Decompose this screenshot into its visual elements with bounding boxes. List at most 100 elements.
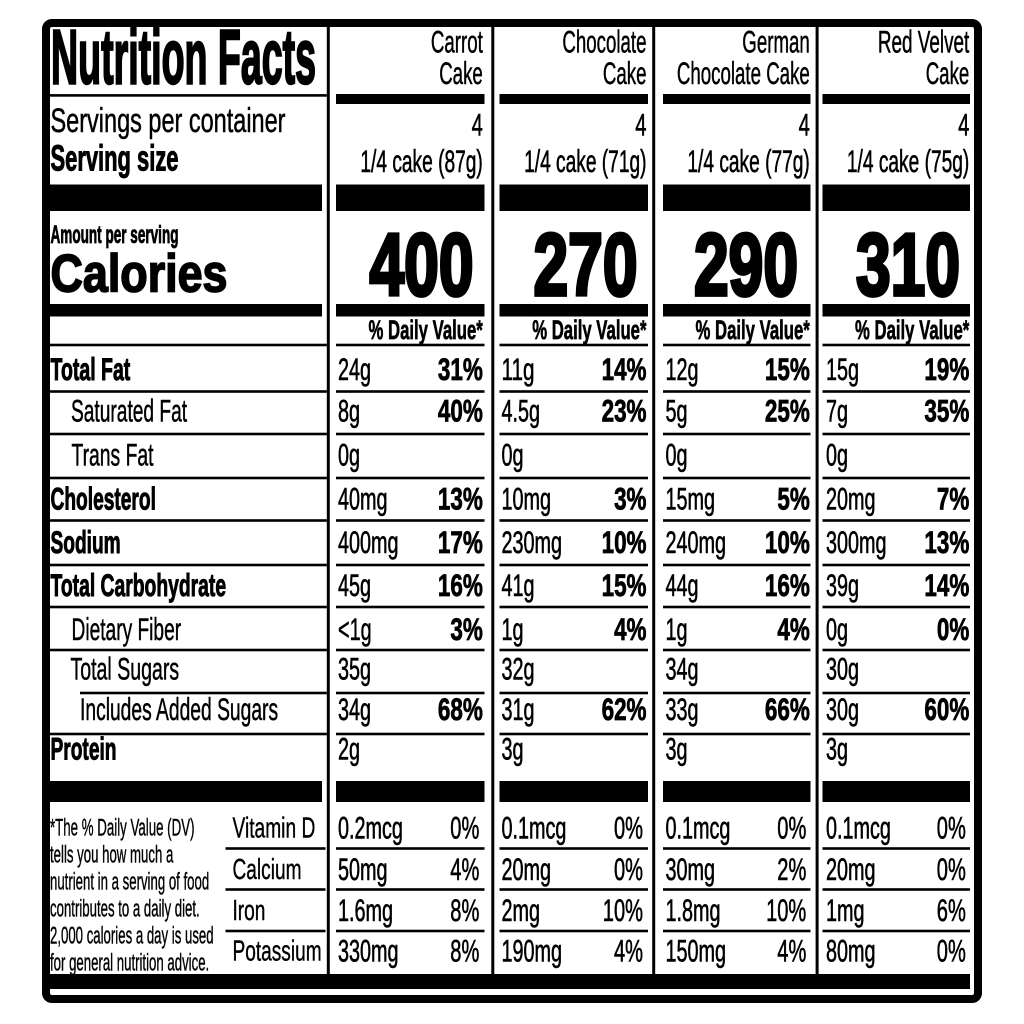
svg-text:16%: 16% (438, 568, 483, 603)
svg-text:80mg: 80mg (826, 934, 876, 969)
svg-text:3g: 3g (826, 732, 848, 767)
svg-text:Chocolate Cake: Chocolate Cake (677, 56, 810, 91)
svg-text:39g: 39g (826, 568, 859, 603)
svg-text:Amount per serving: Amount per serving (51, 221, 179, 249)
svg-text:Servings per container: Servings per container (51, 102, 286, 140)
svg-text:31g: 31g (502, 692, 535, 727)
svg-text:14%: 14% (924, 568, 969, 603)
svg-text:0g: 0g (826, 612, 848, 647)
svg-text:40%: 40% (438, 394, 483, 429)
svg-text:41g: 41g (502, 568, 535, 603)
svg-text:for general nutrition advice.: for general nutrition advice. (50, 950, 209, 977)
svg-text:Dietary Fiber: Dietary Fiber (72, 612, 182, 647)
svg-text:1.6mg: 1.6mg (338, 893, 393, 928)
svg-text:34g: 34g (666, 652, 699, 687)
svg-text:Saturated Fat: Saturated Fat (71, 394, 187, 429)
svg-text:62%: 62% (602, 692, 647, 727)
svg-text:1.8mg: 1.8mg (666, 893, 721, 928)
svg-text:20mg: 20mg (826, 482, 876, 517)
svg-text:% Daily Value*: % Daily Value* (532, 315, 647, 345)
svg-text:7g: 7g (826, 394, 848, 429)
svg-text:Total Carbohydrate: Total Carbohydrate (51, 568, 227, 603)
svg-text:0%: 0% (450, 811, 479, 846)
svg-text:31%: 31% (438, 352, 483, 387)
svg-text:33g: 33g (666, 692, 699, 727)
svg-text:20mg: 20mg (826, 852, 876, 887)
svg-text:3g: 3g (666, 732, 688, 767)
svg-text:3g: 3g (502, 732, 524, 767)
svg-text:0%: 0% (937, 811, 966, 846)
svg-text:Total Fat: Total Fat (51, 352, 131, 387)
svg-text:Iron: Iron (233, 895, 266, 927)
svg-text:Sodium: Sodium (51, 525, 121, 560)
svg-text:0g: 0g (338, 438, 360, 473)
svg-text:4%: 4% (777, 612, 809, 647)
svg-text:German: German (742, 25, 810, 60)
svg-text:45g: 45g (338, 568, 371, 603)
svg-text:5%: 5% (777, 482, 809, 517)
svg-text:Protein: Protein (51, 732, 117, 767)
svg-text:Cake: Cake (926, 56, 970, 91)
svg-text:34g: 34g (338, 692, 371, 727)
svg-text:270: 270 (534, 215, 638, 314)
svg-text:0%: 0% (937, 934, 966, 969)
svg-text:15g: 15g (826, 352, 859, 387)
svg-text:2%: 2% (777, 852, 806, 887)
svg-text:40mg: 40mg (338, 482, 388, 517)
svg-text:30g: 30g (826, 692, 859, 727)
svg-text:Total Sugars: Total Sugars (71, 652, 180, 687)
svg-text:Nutrition Facts: Nutrition Facts (51, 15, 316, 101)
svg-text:12g: 12g (666, 352, 699, 387)
svg-text:4.5g: 4.5g (502, 394, 541, 429)
svg-text:2,000 calories a day is used: 2,000 calories a day is used (50, 923, 214, 950)
svg-text:15%: 15% (765, 352, 810, 387)
svg-text:0.1mcg: 0.1mcg (666, 811, 731, 846)
svg-text:240mg: 240mg (666, 525, 727, 560)
svg-text:1g: 1g (502, 612, 524, 647)
svg-text:Cholesterol: Cholesterol (51, 482, 156, 517)
svg-text:15mg: 15mg (666, 482, 716, 517)
svg-text:35g: 35g (338, 652, 371, 687)
svg-text:0%: 0% (937, 852, 966, 887)
svg-text:% Daily Value*: % Daily Value* (696, 315, 811, 345)
svg-text:17%: 17% (438, 525, 483, 560)
svg-text:Red Velvet: Red Velvet (878, 25, 970, 60)
svg-text:230mg: 230mg (502, 525, 563, 560)
svg-text:1mg: 1mg (826, 893, 865, 928)
svg-text:15%: 15% (602, 568, 647, 603)
svg-text:Carrot: Carrot (431, 25, 483, 60)
svg-text:44g: 44g (666, 568, 699, 603)
svg-text:66%: 66% (765, 692, 810, 727)
svg-text:10%: 10% (765, 525, 810, 560)
svg-text:2mg: 2mg (502, 893, 541, 928)
svg-text:8g: 8g (338, 394, 360, 429)
svg-text:<1g: <1g (338, 612, 372, 647)
svg-text:310: 310 (856, 215, 960, 314)
svg-text:290: 290 (694, 215, 798, 314)
svg-text:23%: 23% (602, 394, 647, 429)
svg-text:Serving size: Serving size (51, 138, 179, 179)
svg-text:8%: 8% (450, 934, 479, 969)
svg-text:Vitamin D: Vitamin D (233, 813, 316, 845)
svg-text:6%: 6% (937, 893, 966, 928)
svg-text:0g: 0g (502, 438, 524, 473)
svg-text:25%: 25% (765, 394, 810, 429)
svg-text:7%: 7% (937, 482, 969, 517)
svg-text:400mg: 400mg (338, 525, 399, 560)
svg-text:tells you how much a: tells you how much a (50, 842, 174, 869)
svg-text:330mg: 330mg (338, 934, 399, 969)
svg-text:Calcium: Calcium (233, 854, 302, 886)
svg-text:Trans Fat: Trans Fat (72, 438, 154, 473)
svg-text:2g: 2g (338, 732, 360, 767)
svg-text:1/4 cake (77g): 1/4 cake (77g) (687, 144, 809, 179)
svg-text:4: 4 (472, 108, 483, 143)
svg-text:13%: 13% (438, 482, 483, 517)
svg-text:0.2mcg: 0.2mcg (338, 811, 403, 846)
svg-text:0%: 0% (614, 811, 643, 846)
svg-text:3%: 3% (614, 482, 646, 517)
svg-text:% Daily Value*: % Daily Value* (369, 315, 484, 345)
svg-text:1/4 cake (87g): 1/4 cake (87g) (360, 144, 482, 179)
svg-text:20mg: 20mg (502, 852, 552, 887)
svg-text:35%: 35% (924, 394, 969, 429)
svg-text:400: 400 (370, 215, 474, 314)
